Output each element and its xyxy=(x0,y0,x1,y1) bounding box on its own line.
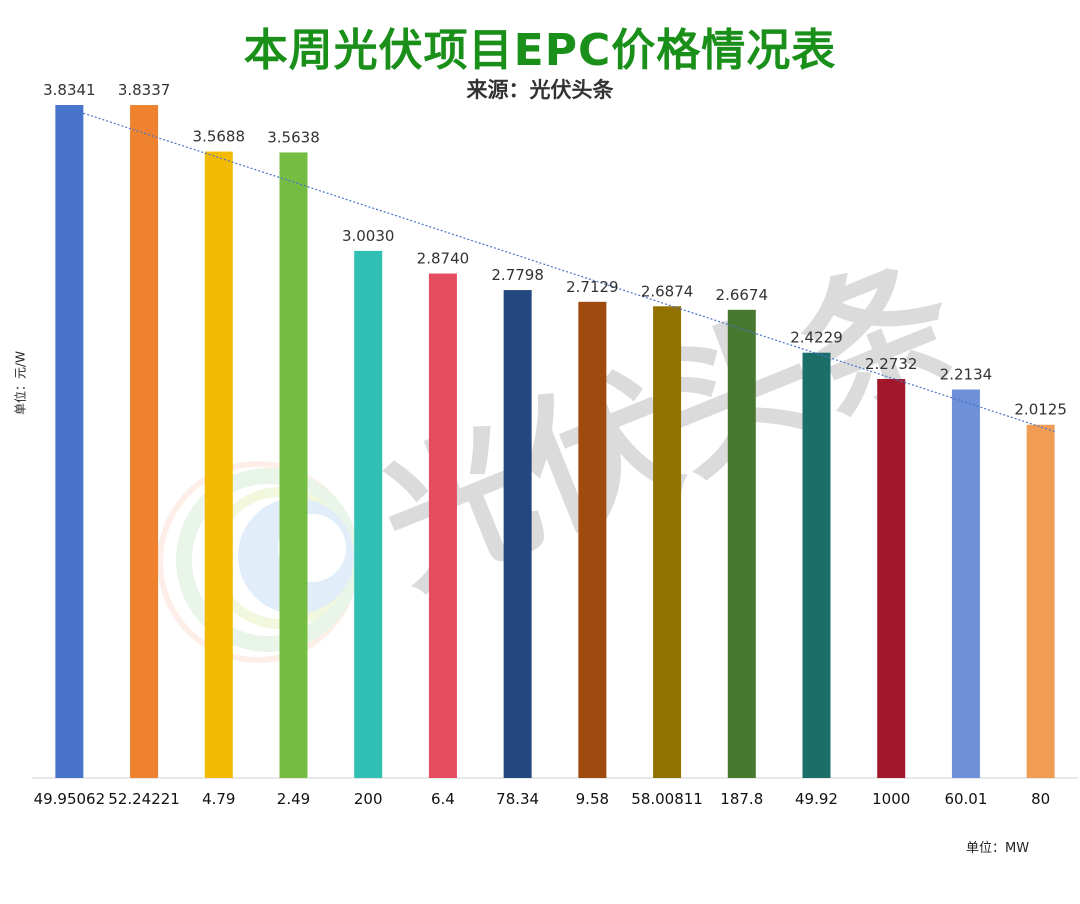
bar-8 xyxy=(578,301,607,778)
bar-4 xyxy=(279,152,308,778)
bar-7 xyxy=(503,290,532,778)
bar-9 xyxy=(653,306,682,778)
x-tick-label-2: 52.24221 xyxy=(108,790,180,808)
x-tick-label-5: 200 xyxy=(354,790,383,808)
bars xyxy=(55,105,1055,779)
x-tick-label-1: 49.95062 xyxy=(34,790,106,808)
data-label-7: 2.7798 xyxy=(491,266,544,284)
data-label-5: 3.0030 xyxy=(342,227,395,245)
x-tick-label-11: 49.92 xyxy=(795,790,838,808)
data-label-2: 3.8337 xyxy=(118,81,171,99)
data-label-8: 2.7129 xyxy=(566,278,619,296)
bar-14 xyxy=(1026,424,1055,778)
x-tick-label-12: 1000 xyxy=(872,790,910,808)
x-tick-label-7: 78.34 xyxy=(496,790,539,808)
data-label-14: 2.0125 xyxy=(1014,401,1067,419)
chart-title: 本周光伏项目EPC价格情况表 xyxy=(243,25,837,76)
bar-1 xyxy=(55,105,84,778)
data-label-3: 3.5688 xyxy=(193,128,246,146)
x-tick-label-9: 58.00811 xyxy=(631,790,703,808)
x-tick-label-8: 9.58 xyxy=(576,790,609,808)
x-tick-label-6: 6.4 xyxy=(431,790,455,808)
x-tick-label-3: 4.79 xyxy=(202,790,235,808)
x-tick-label-14: 80 xyxy=(1031,790,1050,808)
bar-5 xyxy=(354,250,383,779)
bar-10 xyxy=(727,309,756,778)
data-label-4: 3.5638 xyxy=(267,128,320,146)
bar-11 xyxy=(802,352,831,778)
data-label-9: 2.6874 xyxy=(641,282,694,300)
x-tick-label-10: 187.8 xyxy=(720,790,763,808)
watermark-logo xyxy=(157,461,360,663)
bar-12 xyxy=(877,378,906,778)
bar-6 xyxy=(428,273,457,778)
x-axis-label: 单位：MW xyxy=(966,841,1030,856)
data-label-10: 2.6674 xyxy=(716,286,769,304)
chart-subtitle: 来源：光伏头条 xyxy=(466,78,614,102)
data-label-13: 2.2134 xyxy=(940,365,993,383)
x-tick-labels: 49.95062 52.24221 4.79 2.49 200 6.4 78.34 9.58 5… xyxy=(34,790,1051,808)
data-labels: 3.8341 3.8337 3.5688 3.5638 3.0030 2.8740 2.77… xyxy=(43,81,1067,419)
data-label-12: 2.2732 xyxy=(865,355,918,373)
data-label-11: 2.4229 xyxy=(790,329,843,347)
data-label-1: 3.8341 xyxy=(43,81,96,99)
x-tick-label-13: 60.01 xyxy=(944,790,987,808)
x-tick-label-4: 2.49 xyxy=(277,790,310,808)
data-label-6: 2.8740 xyxy=(417,250,470,268)
bar-13 xyxy=(951,389,980,778)
bar-3 xyxy=(204,151,233,779)
bar-2 xyxy=(130,105,159,779)
